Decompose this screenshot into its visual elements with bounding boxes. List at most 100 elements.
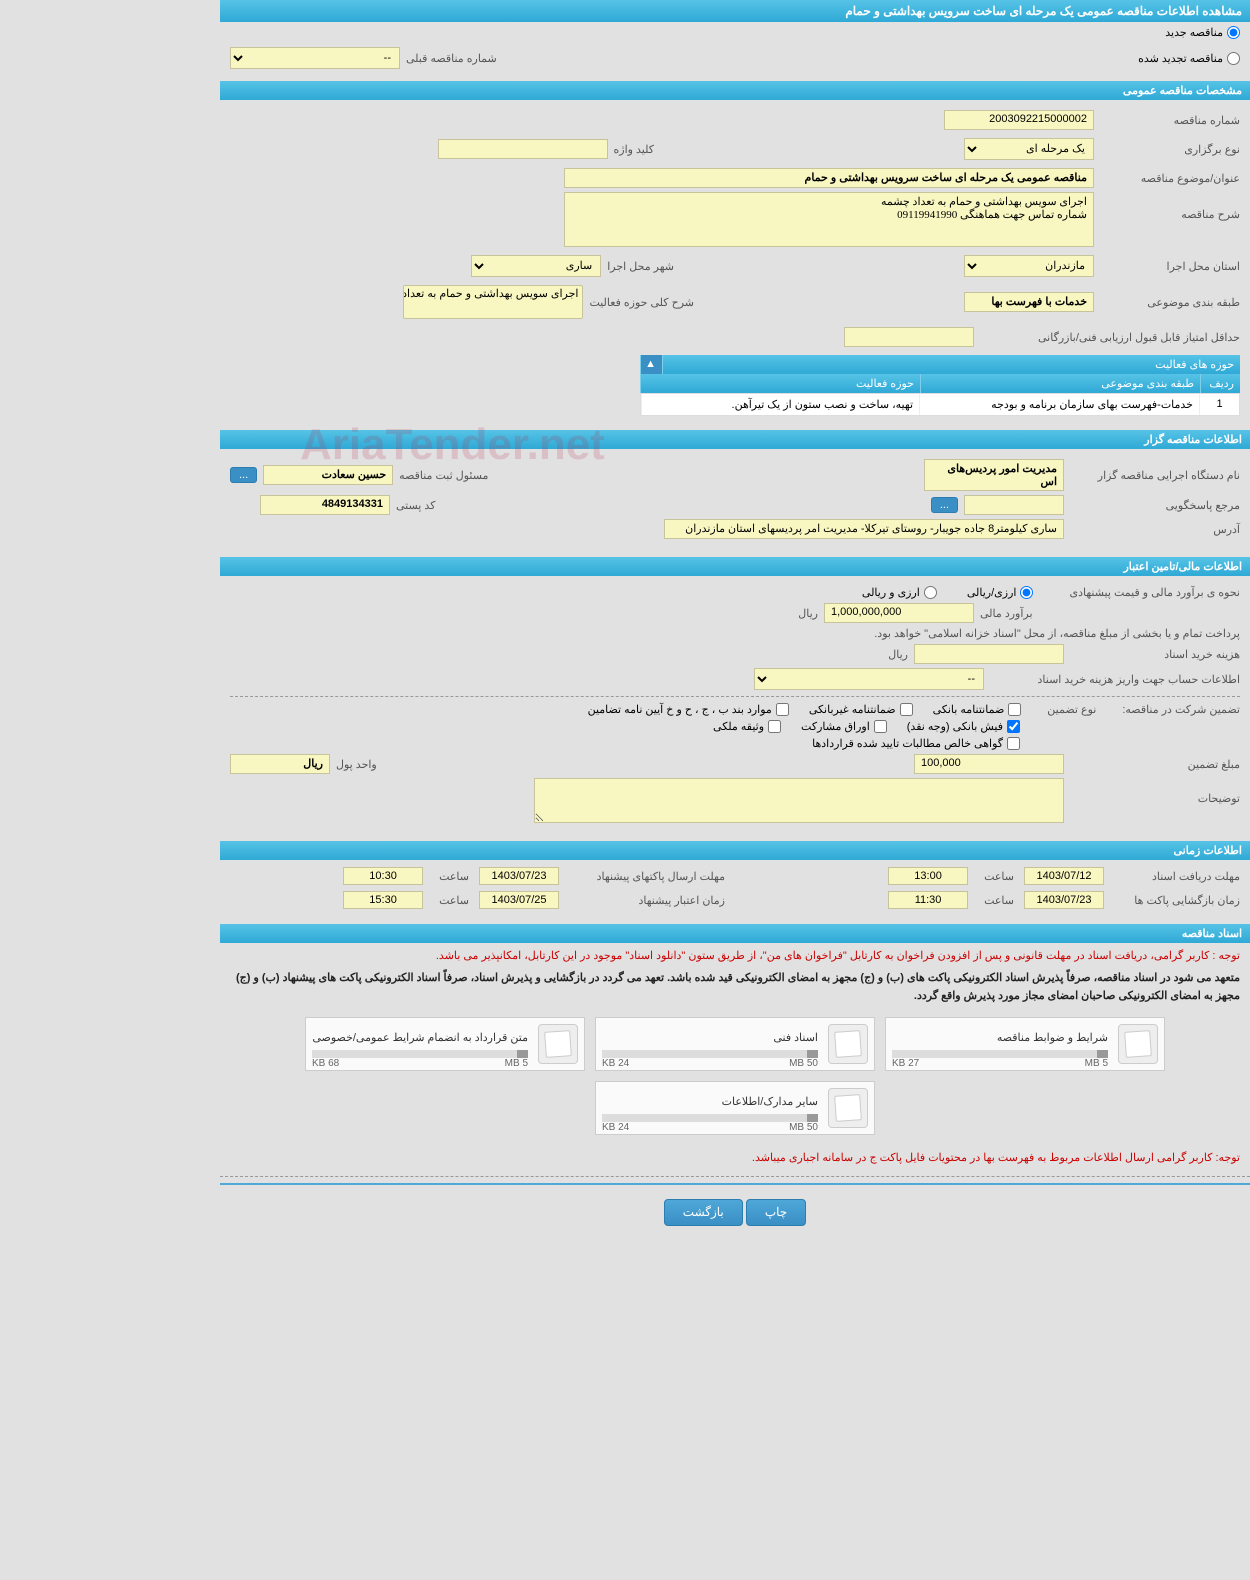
buy-cost-input[interactable] <box>914 644 1064 664</box>
collapse-icon[interactable]: ▲ <box>640 355 662 374</box>
doc-title: اسناد فنی <box>602 1031 818 1044</box>
city-select[interactable]: ساری <box>471 255 601 277</box>
chk-property[interactable]: وثیقه ملکی <box>713 720 781 733</box>
table-row: 1 خدمات-فهرست بهای سازمان برنامه و بودجه… <box>640 393 1240 416</box>
ref-label: مرجع پاسخگویی <box>1070 499 1240 512</box>
doc-card-contract[interactable]: متن قرارداد به انضمام شرایط عمومی/خصوصی … <box>305 1017 585 1071</box>
doc-title: شرایط و ضوابط مناقصه <box>892 1031 1108 1044</box>
buy-cost-unit: ریال <box>888 648 908 661</box>
officer-label: مسئول ثبت مناقصه <box>399 469 488 482</box>
account-select[interactable]: -- <box>754 668 984 690</box>
folder-icon <box>1118 1024 1158 1064</box>
postal-code: 4849134331 <box>260 495 390 515</box>
amount: 1,000,000,000 <box>824 603 974 623</box>
back-button[interactable]: بازگشت <box>664 1199 743 1226</box>
prev-tender-label: شماره مناقصه قبلی <box>406 52 497 65</box>
address-label: آدرس <box>1070 523 1240 536</box>
category: خدمات با فهرست بها <box>964 292 1094 312</box>
islamic-note: پرداخت تمام و یا بخشی از مبلغ مناقصه، از… <box>874 627 1240 640</box>
folder-icon <box>828 1088 868 1128</box>
min-score-input[interactable] <box>844 327 974 347</box>
doc-card-other[interactable]: سایر مدارک/اطلاعات 50 MB24 KB <box>595 1081 875 1135</box>
keyword-input[interactable] <box>438 139 608 159</box>
notes-label: توضیحات <box>1070 778 1240 805</box>
chk-bylaw[interactable]: موارد بند ب ، ج ، ح و خ آیین نامه تضامین <box>588 703 789 716</box>
g-amount: 100,000 <box>914 754 1064 774</box>
g-amount-label: مبلغ تضمین <box>1070 758 1240 771</box>
amount-unit: ریال <box>798 607 818 620</box>
time-label: ساعت <box>439 894 469 907</box>
send-date: 1403/07/23 <box>479 867 559 885</box>
doc-title: متن قرارداد به انضمام شرایط عمومی/خصوصی <box>312 1031 528 1044</box>
open-date: 1403/07/23 <box>1024 891 1104 909</box>
g-unit: ریال <box>230 754 330 774</box>
officer-name: حسین سعادت <box>263 465 393 485</box>
doc-title: سایر مدارک/اطلاعات <box>602 1095 818 1108</box>
radio-new-label: مناقصه جدید <box>1165 26 1223 39</box>
account-label: اطلاعات حساب جهت واریز هزینه خرید اسناد <box>990 673 1240 686</box>
exec-name: مدیریت امور پردیس‌های اس <box>924 459 1064 491</box>
doc-card-tech[interactable]: اسناد فنی 50 MB24 KB <box>595 1017 875 1071</box>
send-time: 10:30 <box>343 867 423 885</box>
notes-textarea[interactable] <box>534 778 1064 823</box>
section-organizer: اطلاعات مناقصه گزار <box>220 430 1250 449</box>
amount-label: برآورد مالی <box>980 607 1240 620</box>
chk-bonds[interactable]: اوراق مشارکت <box>801 720 887 733</box>
desc-label: شرح مناقصه <box>1100 192 1240 221</box>
chk-bank[interactable]: ضمانتنامه بانکی <box>933 703 1022 716</box>
radio-both[interactable]: ارزی و ریالی <box>862 586 937 599</box>
activity-scope-select[interactable]: اجرای سویس بهداشتی و حمام به تعداد چشمه <box>403 285 583 319</box>
chk-cash[interactable]: فیش بانکی (وجه نقد) <box>907 720 1020 733</box>
ref-picker-button[interactable]: ... <box>931 497 958 513</box>
docs-note2: متعهد می شود در اسناد مناقصه، صرفاً پذیر… <box>220 968 1250 1007</box>
province-label: استان محل اجرا <box>1100 260 1240 273</box>
city-label: شهر محل اجرا <box>607 260 674 273</box>
desc-textarea[interactable]: اجرای سویس بهداشتی و حمام به تعداد چشمه … <box>564 192 1094 247</box>
g-unit-label: واحد پول <box>336 758 377 771</box>
ref-input[interactable] <box>964 495 1064 515</box>
min-score-label: حداقل امتیاز قابل قبول ارزیابی فنی/بازرگ… <box>980 331 1240 344</box>
tender-no-label: شماره مناقصه <box>1100 114 1240 127</box>
radio-renewed[interactable]: مناقصه تجدید شده <box>1138 52 1240 65</box>
type-select[interactable]: یک مرحله ای <box>964 138 1094 160</box>
keyword-label: کلید واژه <box>614 143 654 156</box>
prev-tender-select[interactable]: -- <box>230 47 400 69</box>
tender-no: 2003092215000002 <box>944 110 1094 130</box>
category-label: طبقه بندی موضوعی <box>1100 296 1240 309</box>
subject: مناقصه عمومی یک مرحله ای ساخت سرویس بهدا… <box>564 168 1094 188</box>
officer-picker-button[interactable]: ... <box>230 467 257 483</box>
subject-label: عنوان/موضوع مناقصه <box>1100 172 1240 185</box>
radio-renewed-label: مناقصه تجدید شده <box>1138 52 1223 65</box>
time-label: ساعت <box>984 894 1014 907</box>
chk-contract[interactable]: گواهی خالص مطالبات تایید شده قراردادها <box>812 737 1020 750</box>
validity-time: 15:30 <box>343 891 423 909</box>
time-label: ساعت <box>984 870 1014 883</box>
docs-note1: توجه : کاربر گرامی، دریافت اسناد در مهلت… <box>220 943 1250 968</box>
radio-rial[interactable]: ارزی/ریالی <box>967 586 1034 599</box>
validity-date: 1403/07/25 <box>479 891 559 909</box>
time-label: ساعت <box>439 870 469 883</box>
open-label: زمان بازگشایی پاکت ها <box>1120 894 1240 907</box>
province-select[interactable]: مازندران <box>964 255 1094 277</box>
receive-time: 13:00 <box>888 867 968 885</box>
section-timing: اطلاعات زمانی <box>220 841 1250 860</box>
guarantee-type-label: نوع تضمین <box>1047 703 1096 716</box>
activity-scope-label: شرح کلی حوزه فعالیت <box>589 296 694 309</box>
estimate-label: نحوه ی برآورد مالی و قیمت پیشنهادی <box>1069 586 1240 599</box>
folder-icon <box>538 1024 578 1064</box>
type-label: نوع برگزاری <box>1100 143 1240 156</box>
doc-card-terms[interactable]: شرایط و ضوابط مناقصه 5 MB27 KB <box>885 1017 1165 1071</box>
validity-label: زمان اعتبار پیشنهاد <box>575 894 725 907</box>
buy-cost-label: هزینه خرید اسناد <box>1070 648 1240 661</box>
activity-table-header: حوزه های فعالیت ▲ <box>640 355 1240 374</box>
exec-label: نام دستگاه اجرایی مناقصه گزار <box>1070 469 1240 482</box>
guarantee-label: تضمین شرکت در مناقصه: <box>1122 703 1240 716</box>
open-time: 11:30 <box>888 891 968 909</box>
postal-label: کد پستی <box>396 499 435 512</box>
chk-nonbank[interactable]: ضمانتنامه غیربانکی <box>809 703 913 716</box>
receive-date: 1403/07/12 <box>1024 867 1104 885</box>
radio-new[interactable]: مناقصه جدید <box>1165 26 1240 39</box>
send-label: مهلت ارسال پاکتهای پیشنهاد <box>575 870 725 883</box>
section-general: مشخصات مناقصه عمومی <box>220 81 1250 100</box>
print-button[interactable]: چاپ <box>746 1199 806 1226</box>
